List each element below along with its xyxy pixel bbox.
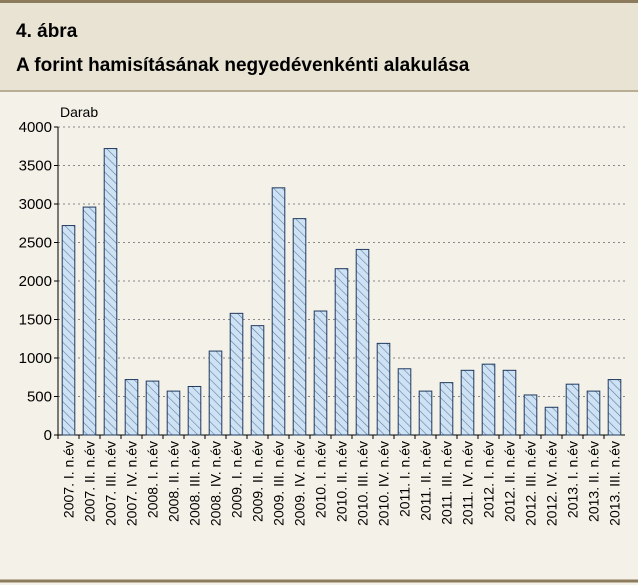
x-tick-label: 2008. I. n.év bbox=[145, 441, 161, 518]
x-tick-label: 2009. III. n.év bbox=[271, 441, 287, 526]
y-tick-label: 2500 bbox=[19, 235, 52, 252]
x-tick-label: 2009. IV. n.év bbox=[292, 441, 308, 526]
x-tick-label: 2011. III. n.év bbox=[439, 441, 455, 525]
x-tick-label: 2008. III. n.év bbox=[187, 441, 203, 526]
x-tick-label: 2007. II. n.év bbox=[82, 441, 98, 522]
bar bbox=[103, 148, 118, 436]
bar bbox=[418, 390, 433, 436]
x-tick-label: 2011. II. n.év bbox=[418, 441, 434, 521]
y-tick-label: 1000 bbox=[19, 350, 52, 367]
x-tick-label: 2009. I. n.év bbox=[229, 441, 245, 518]
x-tick-label: 2012. I. n.év bbox=[481, 441, 497, 518]
x-tick-label: 2012. III. n.év bbox=[523, 441, 539, 526]
x-tick-label: 2008. IV. n.év bbox=[208, 441, 224, 526]
bar bbox=[61, 225, 76, 436]
y-tick-label: 2000 bbox=[19, 273, 52, 290]
x-tick-label: 2010. II. n.év bbox=[334, 441, 350, 522]
y-tick-label: 500 bbox=[27, 389, 52, 406]
bar bbox=[565, 383, 580, 436]
x-tick-label: 2010. I. n.év bbox=[313, 441, 329, 518]
bar bbox=[523, 394, 538, 436]
bar bbox=[124, 379, 139, 436]
bar bbox=[376, 342, 391, 436]
bar bbox=[397, 368, 412, 436]
bar bbox=[502, 369, 517, 436]
bar bbox=[544, 406, 559, 436]
bar bbox=[250, 325, 265, 436]
x-tick-label: 2012. II. n.év bbox=[502, 441, 518, 522]
bar bbox=[208, 350, 223, 436]
bar bbox=[439, 382, 454, 436]
x-tick-label: 2010. IV. n.év bbox=[376, 441, 392, 526]
bar bbox=[187, 385, 202, 436]
bar bbox=[355, 248, 370, 436]
bar bbox=[82, 206, 97, 436]
bar bbox=[166, 390, 181, 436]
x-tick-label: 2008. II. n.év bbox=[166, 441, 182, 522]
x-tick-label: 2007. III. n.év bbox=[103, 441, 119, 526]
x-tick-label: 2009. II. n.év bbox=[250, 441, 266, 522]
bar bbox=[292, 218, 307, 436]
y-tick-label: 3500 bbox=[19, 158, 52, 175]
bar bbox=[145, 380, 160, 436]
bar bbox=[460, 369, 475, 436]
bar bbox=[313, 310, 328, 436]
x-tick-label: 2011. I. n.év bbox=[397, 441, 413, 517]
figure-number: 4. ábra bbox=[16, 21, 78, 42]
x-tick-label: 2013. I. n.év bbox=[565, 441, 581, 518]
x-tick-label: 2011. IV. n.év bbox=[460, 441, 476, 525]
x-tick-label: 2012. IV. n.év bbox=[544, 441, 560, 526]
y-tick-label: 3000 bbox=[19, 196, 52, 213]
y-tick-label: 0 bbox=[44, 427, 52, 444]
x-tick-label: 2013. III. n.év bbox=[607, 441, 623, 526]
header: 4. ábra A forint hamisításának negyedéve… bbox=[0, 0, 638, 92]
x-tick-label: 2013. II. n.év bbox=[586, 441, 602, 522]
y-tick-label: 1500 bbox=[19, 312, 52, 329]
x-tick-label: 2007. I. n.év bbox=[61, 441, 77, 518]
bar bbox=[271, 187, 286, 436]
x-tick-label: 2007. IV. n.év bbox=[124, 441, 140, 526]
bar bbox=[334, 268, 349, 436]
x-tick-label: 2010. III. n.év bbox=[355, 441, 371, 526]
bar bbox=[481, 363, 496, 436]
figure-title: A forint hamisításának negyedévenkénti a… bbox=[16, 55, 470, 76]
y-tick-label: 4000 bbox=[19, 119, 52, 136]
y-axis-label: Darab bbox=[60, 104, 98, 120]
bar bbox=[229, 312, 244, 436]
bar bbox=[607, 379, 622, 436]
bar bbox=[586, 390, 601, 436]
